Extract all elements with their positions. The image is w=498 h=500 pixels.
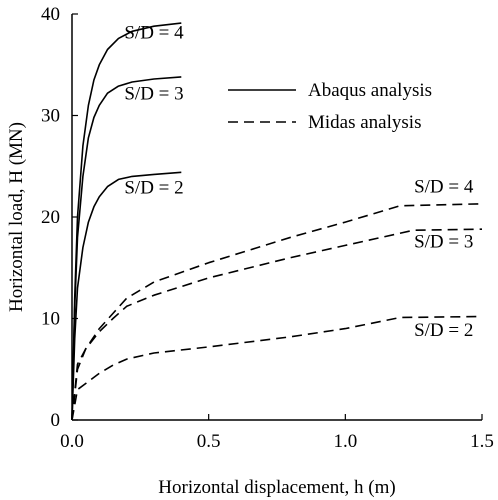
series-annotation: S/D = 3 <box>124 83 183 104</box>
legend-label: Abaqus analysis <box>308 80 432 101</box>
x-axis-label: Horizontal displacement, h (m) <box>158 477 395 498</box>
y-tick-label: 0 <box>51 410 61 431</box>
y-tick-label: 10 <box>41 309 60 330</box>
y-tick-label: 30 <box>41 106 60 127</box>
series-annotation: S/D = 2 <box>414 320 473 341</box>
x-tick-label: 1.5 <box>470 431 494 452</box>
y-tick-label: 40 <box>41 4 60 25</box>
series-layer <box>71 22 483 421</box>
series-line-midas-5 <box>71 315 483 421</box>
x-tick-label: 0.0 <box>60 431 84 452</box>
y-tick-label: 20 <box>41 207 60 228</box>
series-line-abaqus-0 <box>71 22 182 421</box>
series-annotation: S/D = 4 <box>124 22 184 43</box>
series-line-midas-4 <box>71 228 483 421</box>
x-tick-label: 1.0 <box>333 431 357 452</box>
x-tick-label: 0.5 <box>197 431 221 452</box>
series-line-abaqus-1 <box>71 76 182 421</box>
axes: 0.0 0.5 1.0 1.5 0 10 20 30 40 <box>41 4 494 452</box>
y-axis-label: Horizontal load, H (MN) <box>6 122 27 312</box>
series-line-abaqus-2 <box>71 171 182 421</box>
series-annotation: S/D = 2 <box>124 178 183 199</box>
legend: Abaqus analysis Midas analysis <box>228 80 432 133</box>
legend-label: Midas analysis <box>308 112 421 133</box>
annotation-layer: S/D = 4 S/D = 3 S/D = 2 S/D = 4 S/D = 3 S/D =… <box>124 22 474 340</box>
series-annotation: S/D = 4 <box>414 177 474 198</box>
series-annotation: S/D = 3 <box>414 231 473 252</box>
